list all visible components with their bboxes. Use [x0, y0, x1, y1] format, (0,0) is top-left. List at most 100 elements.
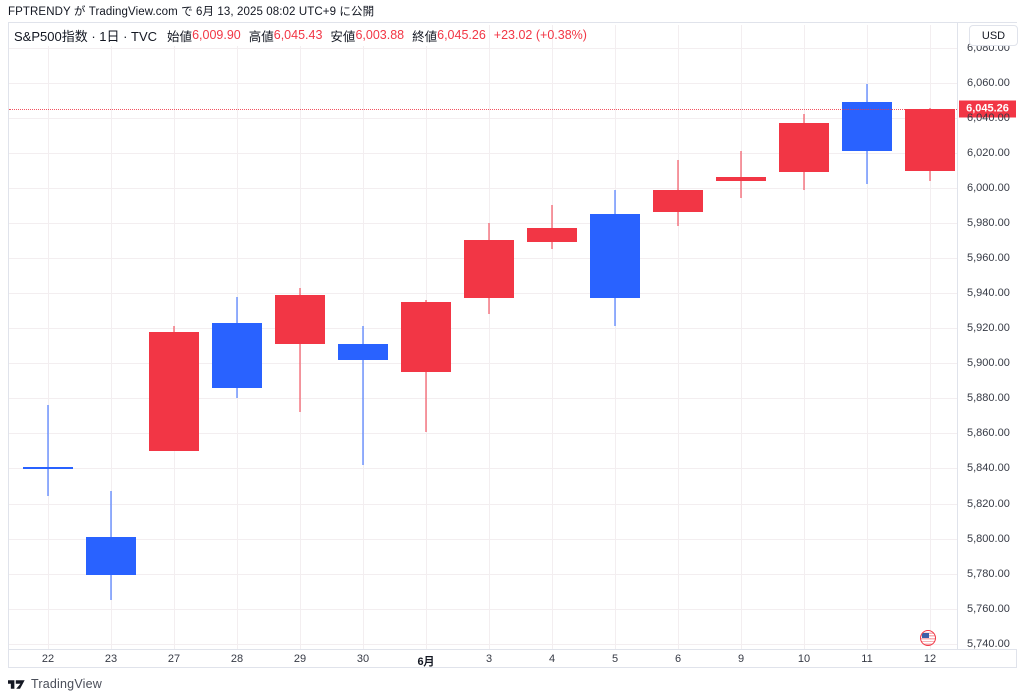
candlestick-plot-area[interactable] [9, 23, 957, 649]
close-item: 終値 6,045.26 [412, 26, 486, 45]
gridline-horizontal [9, 573, 957, 575]
candle-body [149, 331, 199, 451]
candle-body [23, 466, 73, 470]
gridline-horizontal [9, 608, 957, 610]
gridline-horizontal [9, 152, 957, 154]
candle-wick [47, 405, 49, 497]
gridline-horizontal [9, 433, 957, 435]
gridline-vertical [615, 25, 616, 649]
gridline-horizontal [9, 222, 957, 224]
gridline-vertical [552, 25, 553, 649]
currency-button[interactable]: USD [969, 25, 1018, 46]
time-tick-label: 30 [356, 653, 370, 665]
gridline-horizontal [9, 117, 957, 119]
tradingview-brand-link[interactable]: TradingView [31, 677, 102, 691]
low-value: 6,003.88 [355, 28, 405, 42]
low-item: 安値 6,003.88 [330, 26, 404, 45]
price-tick-label: 5,980.00 [967, 216, 1010, 229]
price-tick-label: 6,020.00 [967, 146, 1010, 159]
price-tick-label: 5,900.00 [967, 357, 1010, 370]
time-tick-label: 3 [485, 653, 493, 665]
gridline-vertical [867, 25, 868, 649]
close-value: 6,045.26 [437, 28, 486, 42]
time-tick-label: 11 [861, 653, 873, 665]
time-tick-label: 5 [611, 653, 619, 665]
time-tick-label: 27 [167, 653, 181, 665]
gridline-vertical [930, 25, 931, 649]
gridline-horizontal [9, 363, 957, 365]
price-tick-label: 5,920.00 [967, 322, 1010, 335]
gridline-horizontal [9, 468, 957, 470]
candle-body [590, 214, 640, 299]
time-tick-label: 6月 [417, 656, 435, 668]
price-tick-label: 5,760.00 [967, 602, 1010, 615]
time-tick-label: 23 [104, 653, 118, 665]
candle-body [653, 189, 703, 213]
candle-body [275, 294, 325, 344]
price-tick-label: 5,940.00 [967, 287, 1010, 299]
price-tick-label: 5,860.00 [967, 427, 1010, 440]
symbol-title[interactable]: S&P500指数 · 1日 · TVC [14, 28, 158, 44]
time-tick-label: 28 [230, 653, 244, 665]
time-tick-label: 29 [293, 653, 307, 665]
gridline-vertical [804, 25, 805, 649]
last-price-line [9, 108, 957, 110]
attribution-text[interactable]: FPTRENDY が TradingView.com で 6月 13, 2025… [8, 6, 375, 18]
gridline-vertical [111, 25, 112, 649]
gridline-horizontal [9, 538, 957, 540]
tradingview-logo-icon[interactable] [8, 679, 25, 690]
high-value: 6,045.43 [273, 28, 323, 42]
gridline-horizontal [9, 328, 957, 330]
price-tick-label: 5,960.00 [967, 252, 1010, 264]
footer: TradingView [8, 677, 102, 691]
price-tick-label: 5,800.00 [967, 532, 1010, 545]
gridline-horizontal [9, 643, 957, 645]
gridline-vertical [489, 25, 490, 649]
price-tick-label: 6,000.00 [967, 181, 1010, 194]
gridline-horizontal [9, 398, 957, 400]
high-item: 高値 6,045.43 [249, 26, 323, 45]
us-flag-icon [920, 630, 936, 646]
price-axis[interactable]: 6,045.26 5,740.00 5,760.00 5,780.00 5,800.0… [957, 23, 1017, 650]
price-tick-label: 5,780.00 [967, 567, 1010, 580]
low-label: 安値 [330, 29, 356, 44]
chart-widget: S&P500指数 · 1日 · TVC 始値 6,009.90 高値 6,045.4… [8, 22, 1018, 668]
gridline-horizontal [9, 503, 957, 505]
time-tick-label: 12 [923, 653, 937, 665]
gridline-horizontal [9, 187, 957, 189]
candle-wick [362, 326, 364, 465]
price-tick-label: 5,820.00 [967, 497, 1010, 510]
candle-body [527, 228, 577, 243]
price-tick-label: 6,060.00 [967, 76, 1010, 89]
time-tick-label: 10 [797, 653, 811, 665]
price-tick-label: 5,740.00 [967, 637, 1010, 650]
gridline-vertical [741, 25, 742, 649]
flag-canton [922, 632, 929, 638]
candle-wick [740, 151, 742, 199]
time-tick-label: 6 [674, 653, 682, 665]
time-axis[interactable]: 22 23 27 28 29 30 6月 3 4 5 6 9 10 11 12 [9, 649, 1016, 668]
candle-body [338, 343, 388, 360]
candle-body [779, 122, 829, 172]
gridline-vertical [48, 25, 49, 649]
gridline-vertical [678, 25, 679, 649]
ohlc-values: 始値 6,009.90 高値 6,045.43 安値 6,003.88 終値 6,045… [167, 26, 587, 45]
candle-body [401, 301, 451, 372]
close-label: 終値 [412, 29, 438, 44]
price-tick-label: 5,840.00 [967, 462, 1010, 475]
candle-body [716, 177, 766, 181]
last-price-label: 6,045.26 [959, 100, 1016, 117]
candle-wick [299, 287, 301, 413]
gridline-horizontal [9, 82, 957, 84]
open-label: 始値 [167, 29, 193, 44]
high-label: 高値 [248, 29, 274, 44]
time-tick-label: 9 [737, 653, 745, 665]
candle-body [86, 536, 136, 576]
price-tick-label: 5,880.00 [967, 392, 1010, 405]
open-value: 6,009.90 [192, 28, 241, 42]
candle-body [212, 322, 262, 388]
candle-wick [551, 205, 553, 250]
gridline-horizontal [9, 47, 957, 49]
legend-backing [9, 23, 439, 46]
